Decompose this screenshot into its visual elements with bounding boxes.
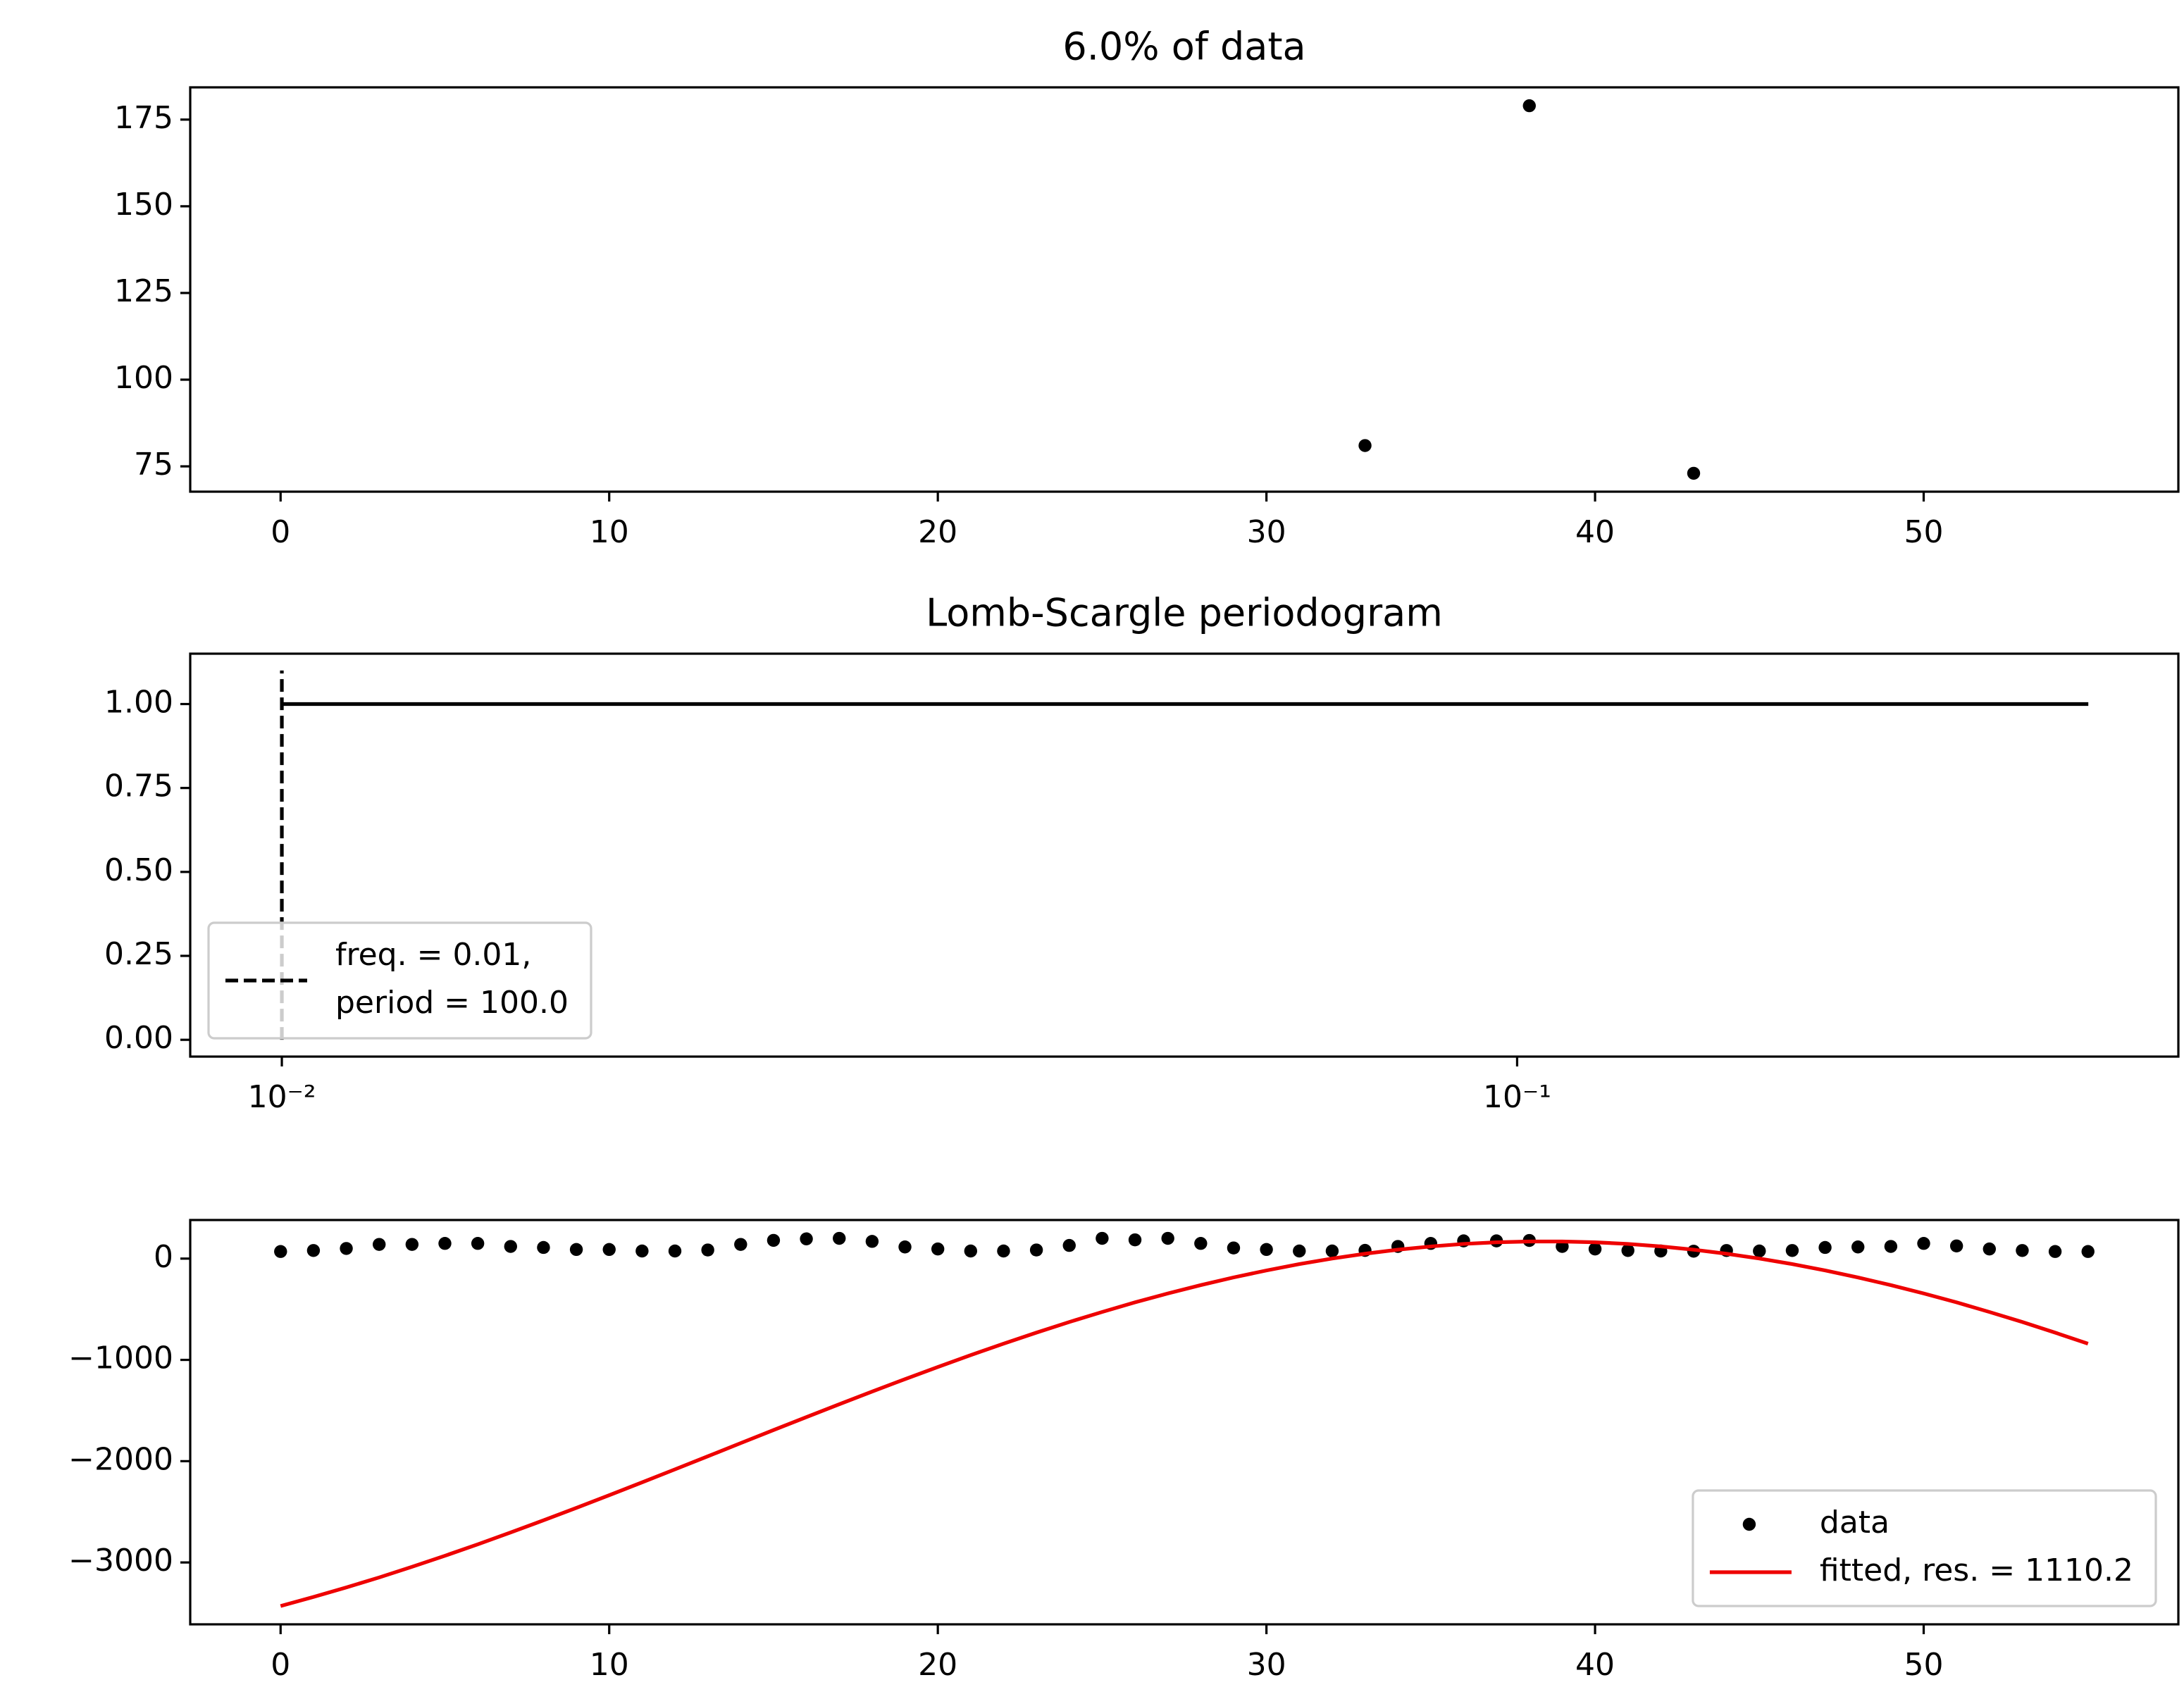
data-point	[602, 1243, 616, 1257]
y-tick-label: 0.50	[104, 852, 173, 888]
data-point	[1325, 1244, 1339, 1258]
y-tick-label: 0	[154, 1239, 173, 1275]
data-point	[964, 1244, 978, 1258]
data-point	[734, 1238, 747, 1251]
data-point	[767, 1233, 781, 1247]
data-point	[1096, 1231, 1109, 1245]
legend-label: data	[1820, 1505, 1890, 1541]
data-point	[1753, 1244, 1766, 1258]
data-point	[898, 1240, 912, 1254]
data-point	[569, 1243, 583, 1257]
legend: data fitted, res. = 1110.2	[1692, 1489, 2157, 1607]
x-tick-label: 10	[590, 1647, 629, 1683]
data-point	[1621, 1244, 1634, 1257]
data-point	[1687, 466, 1701, 480]
data-point	[2081, 1245, 2095, 1258]
chart-title: Lomb-Scargle periodogram	[926, 591, 1443, 635]
data-point	[1358, 439, 1372, 452]
legend-label: period = 100.0	[335, 985, 569, 1021]
y-tick-label: 1.00	[104, 685, 173, 721]
y-tick-label: −1000	[68, 1340, 173, 1376]
data-point	[1293, 1244, 1306, 1258]
axes-frame	[189, 652, 2180, 1058]
data-point	[1227, 1241, 1241, 1255]
data-point	[1260, 1243, 1273, 1257]
legend-label: freq. = 0.01,	[335, 937, 531, 973]
y-tick-label: 75	[134, 447, 173, 483]
data-line	[280, 1239, 2089, 1608]
data-point	[471, 1237, 485, 1250]
x-tick-label: 10⁻²	[248, 1079, 316, 1115]
x-tick-label: 0	[271, 514, 290, 550]
axes-frame	[189, 1219, 2180, 1626]
legend-marker	[1742, 1517, 1756, 1531]
y-tick-label: 175	[114, 100, 173, 136]
x-tick-label: 40	[1575, 514, 1615, 550]
data-point	[1161, 1231, 1174, 1245]
data-point	[833, 1231, 846, 1245]
data-point	[340, 1242, 353, 1255]
data-point	[1884, 1240, 1898, 1253]
data-point	[997, 1244, 1010, 1258]
data-point	[668, 1244, 682, 1258]
legend-box	[1692, 1489, 2157, 1607]
data-point	[274, 1245, 287, 1258]
legend-label: fitted, res. = 1110.2	[1820, 1552, 2133, 1588]
data-point	[1194, 1237, 1208, 1250]
x-tick-label: 20	[918, 514, 957, 550]
y-tick-label: 125	[114, 273, 173, 309]
data-point	[405, 1238, 419, 1251]
data-point	[537, 1240, 550, 1255]
x-tick-label: 10⁻¹	[1483, 1079, 1551, 1115]
data-point	[800, 1232, 813, 1245]
data-point	[1983, 1242, 1996, 1256]
data-point	[438, 1237, 452, 1250]
data-point	[1818, 1240, 1832, 1255]
data-point	[1785, 1244, 1799, 1257]
x-tick-label: 0	[271, 1647, 290, 1683]
chart-title: 6.0% of data	[1062, 25, 1305, 69]
legend: freq. = 0.01, period = 100.0	[207, 921, 592, 1040]
y-tick-label: 0.75	[104, 768, 173, 804]
x-tick-label: 20	[918, 1647, 957, 1683]
data-point	[635, 1244, 649, 1258]
data-point	[1917, 1237, 1930, 1250]
data-point	[1851, 1240, 1865, 1254]
subplot: 6.0% of data 0 10 20 30 40 50 75 100 125 150 175	[114, 25, 2180, 550]
data-point	[1522, 99, 1536, 113]
data-point	[1029, 1243, 1043, 1257]
data-point	[1588, 1242, 1602, 1256]
axes-frame	[189, 86, 2180, 493]
data-point	[2048, 1245, 2062, 1258]
x-tick-label: 30	[1247, 1647, 1286, 1683]
legend-box	[207, 921, 592, 1040]
y-tick-label: −3000	[68, 1543, 173, 1579]
y-tick-label: 150	[114, 187, 173, 223]
x-tick-label: 40	[1575, 1647, 1615, 1683]
data-point	[865, 1235, 879, 1248]
y-tick-label: 0.00	[104, 1020, 173, 1056]
data-point	[306, 1244, 321, 1257]
y-tick-label: −2000	[68, 1441, 173, 1477]
x-tick-label: 50	[1904, 514, 1944, 550]
data-point	[504, 1240, 517, 1253]
y-tick-label: 0.25	[104, 936, 173, 972]
data-point	[931, 1242, 945, 1256]
subplot: Lomb-Scargle periodogram 10⁻² 10⁻¹ 0.00 0.25…	[104, 591, 2180, 1115]
data-point	[1128, 1233, 1142, 1247]
data-point	[1949, 1239, 1963, 1253]
x-tick-label: 30	[1247, 514, 1286, 550]
data-point	[373, 1238, 386, 1251]
data-point	[2016, 1244, 2029, 1257]
subplot: 0 10 20 30 40 50 −3000 −2000 −1000 0 data fitted, r…	[68, 1219, 2180, 1683]
x-tick-label: 50	[1904, 1647, 1944, 1683]
x-tick-label: 10	[590, 514, 629, 550]
data-point	[1062, 1238, 1076, 1252]
data-point	[701, 1243, 714, 1257]
y-tick-label: 100	[114, 360, 173, 396]
